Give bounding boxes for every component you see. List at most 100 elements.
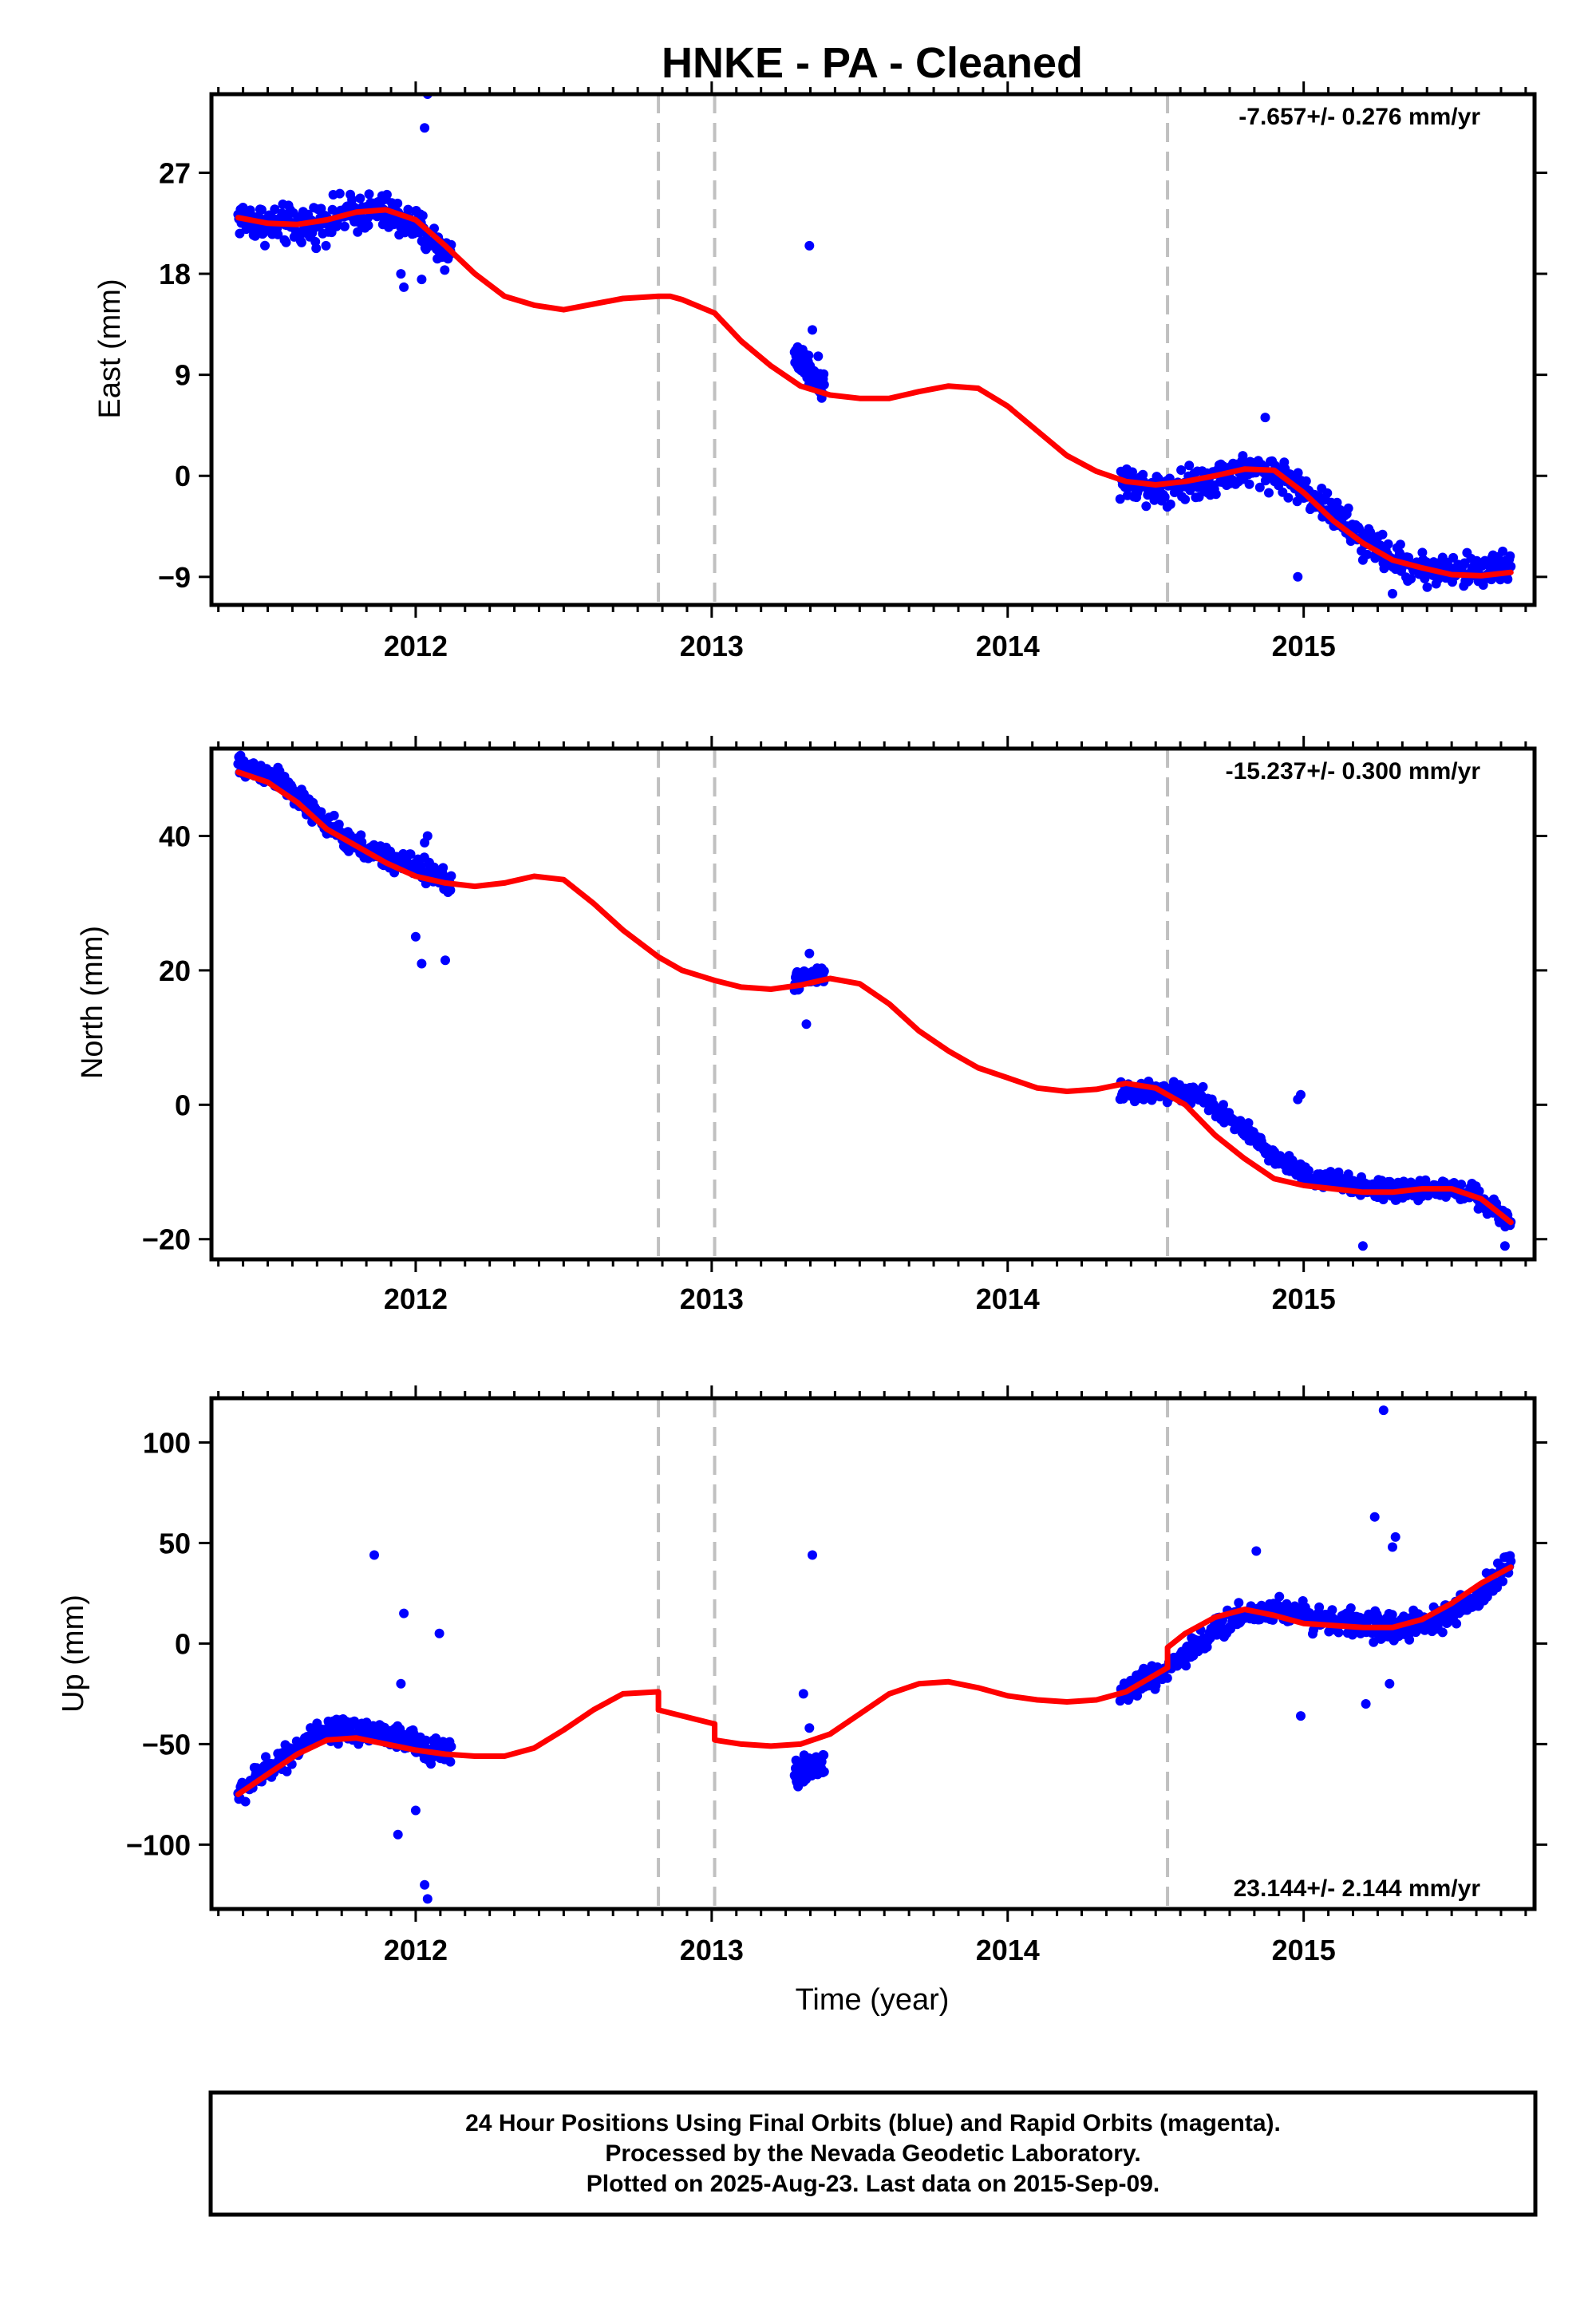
east-data-point — [347, 195, 358, 205]
up-outlier-point — [804, 1723, 815, 1733]
up-data-point — [1498, 1576, 1508, 1587]
north-data-point — [446, 871, 456, 881]
east-data-point — [1322, 488, 1333, 498]
up-data-point — [1333, 1627, 1344, 1638]
east-outlier-point — [1357, 555, 1368, 565]
up-data-point — [1404, 1634, 1415, 1645]
east-data-point — [1506, 561, 1516, 571]
footer-line-1: 24 Hour Positions Using Final Orbits (bl… — [465, 2110, 1281, 2136]
up-data-point — [1452, 1618, 1462, 1629]
east-data-point — [1417, 547, 1428, 558]
north-data-point — [819, 966, 829, 976]
east-y-tick-label: 18 — [159, 258, 191, 290]
x-axis-label: Time (year) — [796, 1983, 950, 2017]
footer-line-3: Plotted on 2025-Aug-23. Last data on 201… — [587, 2171, 1160, 2197]
north-x-tick-label: 2012 — [384, 1282, 448, 1315]
east-data-point — [1395, 539, 1405, 550]
east-data-point — [311, 243, 322, 254]
up-data-point — [1345, 1603, 1356, 1613]
east-data-point — [353, 227, 363, 237]
east-y-tick-label: 27 — [159, 156, 191, 189]
up-outlier-point — [420, 1879, 430, 1890]
east-fit-line — [235, 207, 1514, 579]
north-data-point — [334, 820, 344, 829]
north-data-point — [1474, 1186, 1484, 1196]
east-data-point — [1503, 574, 1513, 584]
up-panel: Up (mm) 23.144+/- 2.144 mm/yr 2012 2013 20… — [57, 1385, 1547, 1966]
up-data-point — [1274, 1591, 1285, 1602]
east-data-point — [1404, 552, 1414, 563]
north-data-point — [1198, 1081, 1208, 1092]
up-data-point — [421, 1735, 431, 1745]
north-rate-label: -15.237+/- 0.300 mm/yr — [1226, 758, 1481, 785]
north-x-tick-label: 2013 — [680, 1282, 744, 1315]
up-outlier-point — [410, 1805, 421, 1816]
up-outlier-point — [422, 1894, 433, 1904]
north-x-tick-label: 2014 — [976, 1282, 1040, 1315]
east-x-tick-label: 2012 — [384, 630, 448, 662]
up-outlier-point — [1296, 1711, 1306, 1721]
north-outlier-point — [1357, 1241, 1368, 1251]
east-data-point — [1165, 499, 1175, 509]
east-data-point — [1332, 497, 1342, 508]
north-data-point — [1333, 1167, 1344, 1177]
east-data-point — [1283, 492, 1294, 503]
north-x-tick-label: 2015 — [1272, 1282, 1336, 1315]
north-data-point — [329, 810, 339, 820]
east-outlier-point — [808, 325, 817, 335]
up-data-point — [445, 1757, 456, 1767]
east-data-point — [1293, 468, 1303, 478]
north-outlier-point — [804, 948, 815, 958]
east-data-point — [1176, 465, 1187, 475]
north-plot-frame — [209, 746, 1537, 1262]
east-x-tick-label: 2013 — [680, 630, 744, 662]
east-panel: East (mm) -7.657+/- 0.276 mm/yr 2012 2013… — [93, 81, 1547, 662]
up-data-point — [1506, 1556, 1516, 1567]
footer-frame — [208, 2090, 1538, 2217]
east-data-point — [393, 198, 403, 208]
up-data-point — [350, 1716, 360, 1726]
east-data-point — [273, 229, 283, 239]
footer-line-2: Processed by the Nevada Geodetic Laborat… — [605, 2140, 1140, 2167]
up-data-point — [1314, 1602, 1325, 1612]
up-outlier-point — [1385, 1678, 1395, 1689]
up-fit-line — [235, 1564, 1514, 1797]
north-data-point — [438, 863, 448, 873]
up-outlier-point — [1390, 1531, 1400, 1542]
up-outlier-point — [798, 1689, 808, 1699]
up-outlier-point — [1369, 1512, 1380, 1522]
east-data-point — [403, 204, 413, 215]
east-data-point — [1159, 492, 1170, 502]
up-outlier-point — [1378, 1405, 1389, 1416]
east-ylabel: East (mm) — [93, 279, 127, 418]
north-outlier-point — [420, 837, 430, 848]
north-y-tick-label: 40 — [159, 820, 191, 852]
footer-box: 24 Hour Positions Using Final Orbits (bl… — [208, 2090, 1538, 2217]
east-data-point — [1138, 469, 1148, 480]
up-x-tick-label: 2013 — [680, 1934, 744, 1966]
north-outlier-point — [440, 955, 450, 966]
east-data-point — [1377, 529, 1388, 539]
up-data-point — [1387, 1610, 1397, 1620]
east-data-point — [339, 221, 350, 231]
east-data-point — [1244, 479, 1254, 489]
east-outlier-point — [396, 269, 406, 279]
east-outlier-point — [804, 240, 815, 251]
figure-title: HNKE - PA - Cleaned — [662, 39, 1083, 87]
east-x-tick-label: 2015 — [1272, 630, 1336, 662]
east-data-point — [1505, 551, 1515, 561]
east-data-point — [1383, 539, 1393, 549]
east-data-point — [1264, 488, 1274, 498]
east-data-point — [381, 189, 392, 200]
east-data-point — [1115, 494, 1125, 504]
up-plot-frame — [209, 1396, 1537, 1911]
east-outlier-point — [1293, 571, 1303, 582]
east-data-point — [1343, 503, 1353, 513]
east-data-point — [1141, 501, 1152, 512]
up-data-point — [446, 1741, 456, 1752]
up-outlier-point — [434, 1628, 444, 1638]
up-data-point — [1162, 1673, 1172, 1683]
east-outlier-point — [417, 275, 427, 285]
up-data-point — [1181, 1661, 1191, 1671]
